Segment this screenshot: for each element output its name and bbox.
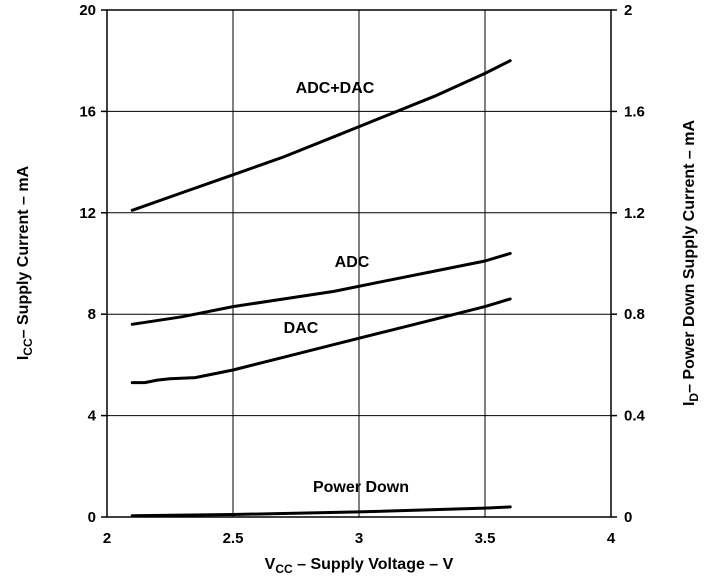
plot-frame [106,9,612,518]
y-tick-label-right: 0 [624,509,632,526]
x-tick-label: 2 [103,530,111,547]
x-tick-label: 3 [355,530,363,547]
series-label-power-down: Power Down [313,479,409,496]
y-tick-label-right: 1.2 [624,205,645,222]
y-tick-label-right: 2 [624,2,632,19]
y-axis-title-left: ICC– Supply Current – mA [15,165,35,360]
y-axis-title-right: ID– Power Down Supply Current – mA [681,120,701,407]
series-label-adc: ADC [335,254,370,271]
series-line-adc-dac [130,59,512,212]
x-axis-title: VCC – Supply Voltage – V [265,556,454,576]
grid-lines [101,9,617,518]
x-tick-label: 3.5 [475,530,496,547]
series-line-dac [130,297,512,385]
series-label-dac: DAC [284,320,319,337]
x-tick-label: 2.5 [223,530,244,547]
y-tick-label-left: 4 [88,408,97,425]
x-tick-label: 4 [607,530,616,547]
y-tick-label-left: 8 [88,306,96,323]
series-line-adc [130,251,512,326]
y-tick-label-right: 1.6 [624,103,645,120]
y-tick-label-left: 0 [88,509,96,526]
y-tick-label-right: 0.4 [624,408,646,425]
series-line-power-down [130,505,512,518]
series-labels: ADC+DAC ADC DAC Power Down [284,80,409,496]
y-tick-label-right: 0.8 [624,306,645,323]
series-group [130,59,512,518]
y-tick-label-left: 12 [79,205,96,222]
y-tick-label-left: 20 [79,2,96,19]
y-tick-label-left: 16 [79,103,96,120]
series-label-adc-dac: ADC+DAC [296,80,375,97]
